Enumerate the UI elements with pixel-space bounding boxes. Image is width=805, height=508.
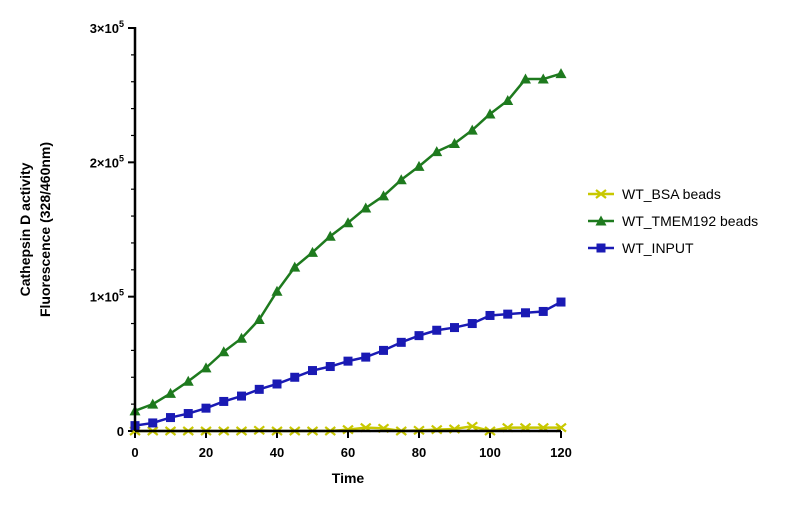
- data-point-wt-input: [219, 396, 229, 406]
- marker-stroke: [595, 189, 607, 199]
- data-point-wt-input: [379, 345, 388, 355]
- data-point-wt-input: [414, 331, 424, 341]
- data-point-wt-input: [521, 308, 530, 318]
- y-axis-title-line-1: Cathepsin D activity: [17, 162, 33, 296]
- legend-label: WT_BSA beads: [622, 186, 721, 202]
- data-point-wt-tmem192-beads: [200, 362, 212, 373]
- data-point-wt-tmem192-beads: [342, 217, 354, 228]
- marker-stroke: [431, 424, 443, 435]
- data-point-wt-tmem192-beads: [253, 314, 265, 325]
- data-point-wt-tmem192-beads: [289, 261, 301, 272]
- data-point-wt-tmem192-beads: [502, 95, 514, 106]
- data-point-wt-tmem192-beads: [182, 375, 194, 386]
- x-tick-label: 80: [412, 445, 426, 460]
- data-point-wt-input: [396, 337, 406, 347]
- data-point-wt-input: [343, 356, 353, 366]
- data-point-wt-input: [538, 306, 548, 316]
- data-point-wt-tmem192-beads: [307, 246, 318, 257]
- data-point-wt-input: [485, 310, 495, 320]
- data-point-wt-input: [183, 409, 193, 419]
- data-point-wt-tmem192-beads: [484, 108, 496, 119]
- ticks-layer: 0 20 40 60 80 100 120 0 1×105 2×105 3×105: [90, 19, 572, 460]
- data-point-wt-tmem192-beads: [431, 146, 443, 157]
- x-tick-label: 40: [270, 445, 284, 460]
- data-point-wt-tmem192-beads: [360, 202, 372, 213]
- data-point-wt-bsa-beads: [431, 424, 443, 435]
- data-point-wt-tmem192-beads: [555, 68, 567, 79]
- data-point-wt-input: [503, 309, 513, 319]
- data-point-wt-tmem192-beads: [466, 124, 478, 135]
- data-point-wt-tmem192-beads: [324, 230, 336, 241]
- data-point-wt-bsa-beads: [466, 421, 478, 432]
- data-point-wt-input: [148, 418, 158, 428]
- legend-label: WT_INPUT: [622, 240, 694, 256]
- data-point-wt-input: [325, 362, 335, 372]
- data-point-wt-input: [308, 366, 317, 376]
- data-point-wt-tmem192-beads: [165, 387, 176, 398]
- data-point-wt-input: [166, 413, 175, 423]
- legend-swatch-marker: [596, 243, 606, 253]
- data-point-wt-input: [556, 297, 566, 307]
- data-point-wt-bsa-beads: [342, 424, 354, 435]
- legend-swatch-marker: [595, 215, 607, 226]
- data-point-wt-tmem192-beads: [271, 285, 283, 296]
- legend-label: WT_TMEM192 beads: [622, 213, 758, 229]
- x-tick-label: 0: [131, 445, 138, 460]
- data-point-wt-input: [450, 323, 459, 333]
- series-layer: [129, 68, 567, 436]
- data-point-wt-tmem192-beads: [378, 190, 389, 201]
- y-tick-label: 0: [117, 424, 124, 439]
- data-point-wt-input: [432, 325, 442, 335]
- legend-item-wt-tmem192-beads: WT_TMEM192 beads: [588, 213, 758, 229]
- series-wt-input: [130, 297, 566, 431]
- x-tick-label: 20: [199, 445, 213, 460]
- x-tick-label: 100: [479, 445, 501, 460]
- data-point-wt-input: [237, 391, 246, 401]
- x-tick-label: 120: [550, 445, 572, 460]
- legend-swatch-marker: [595, 189, 607, 199]
- marker-stroke: [342, 424, 354, 435]
- data-point-wt-tmem192-beads: [537, 73, 549, 84]
- data-point-wt-input: [272, 379, 282, 389]
- data-point-wt-tmem192-beads: [449, 138, 460, 149]
- data-point-wt-input: [290, 372, 300, 382]
- data-point-wt-input: [467, 319, 477, 329]
- y-tick-label: 2×105: [90, 153, 124, 170]
- data-point-wt-input: [361, 352, 371, 362]
- x-tick-label: 60: [341, 445, 355, 460]
- data-point-wt-tmem192-beads: [218, 346, 230, 357]
- y-axis-title-line-2: Fluorescence (328/460nm): [37, 142, 53, 317]
- marker-stroke: [466, 421, 478, 432]
- data-point-wt-tmem192-beads: [395, 174, 407, 185]
- data-point-wt-input: [201, 403, 211, 413]
- legend: WT_BSA beads WT_TMEM192 beads WT_INPUT: [588, 186, 758, 256]
- y-tick-label: 1×105: [90, 288, 124, 305]
- y-axis-title: Cathepsin D activity Fluorescence (328/4…: [17, 142, 53, 317]
- data-point-wt-tmem192-beads: [413, 160, 425, 171]
- data-point-wt-tmem192-beads: [520, 73, 531, 84]
- data-point-wt-tmem192-beads: [236, 332, 247, 343]
- data-point-wt-tmem192-beads: [147, 398, 159, 409]
- x-axis-title: Time: [332, 470, 365, 486]
- legend-item-wt-bsa-beads: WT_BSA beads: [588, 186, 721, 202]
- y-tick-label: 3×105: [90, 19, 124, 36]
- axes-layer: [133, 27, 561, 433]
- legend-item-wt-input: WT_INPUT: [588, 240, 694, 256]
- data-point-wt-input: [254, 384, 264, 394]
